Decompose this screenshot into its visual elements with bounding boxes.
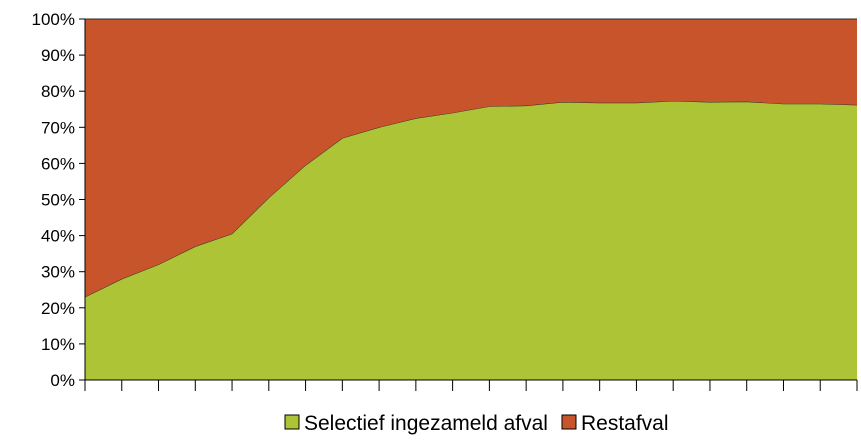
area-selectief-ingezameld-afval — [85, 100, 857, 380]
plot-area — [84, 19, 858, 380]
legend-swatch-1 — [284, 414, 300, 430]
y-tick-label: 30% — [41, 263, 75, 282]
legend-label-2: Restafval — [581, 412, 669, 435]
y-tick-label: 10% — [41, 335, 75, 354]
area-restafval — [85, 19, 857, 297]
y-tick-label: 50% — [41, 191, 75, 210]
axes: 0% 10% 20% 30% 40% 50% 60% 70% 80% 90% 100% — [32, 10, 858, 391]
y-tick-label: 80% — [41, 82, 75, 101]
y-tick-label: 90% — [41, 46, 75, 65]
legend: Selectief ingezameld afval Restafval — [284, 412, 669, 435]
y-tick-label: 20% — [41, 299, 75, 318]
y-tick-label: 60% — [41, 154, 75, 173]
y-tick-label: 40% — [41, 227, 75, 246]
legend-swatch-2 — [561, 414, 577, 430]
y-tick-label: 100% — [32, 10, 75, 29]
y-tick-label: 70% — [41, 118, 75, 137]
y-tick-label: 0% — [50, 371, 75, 390]
legend-label-1: Selectief ingezameld afval — [304, 412, 548, 435]
